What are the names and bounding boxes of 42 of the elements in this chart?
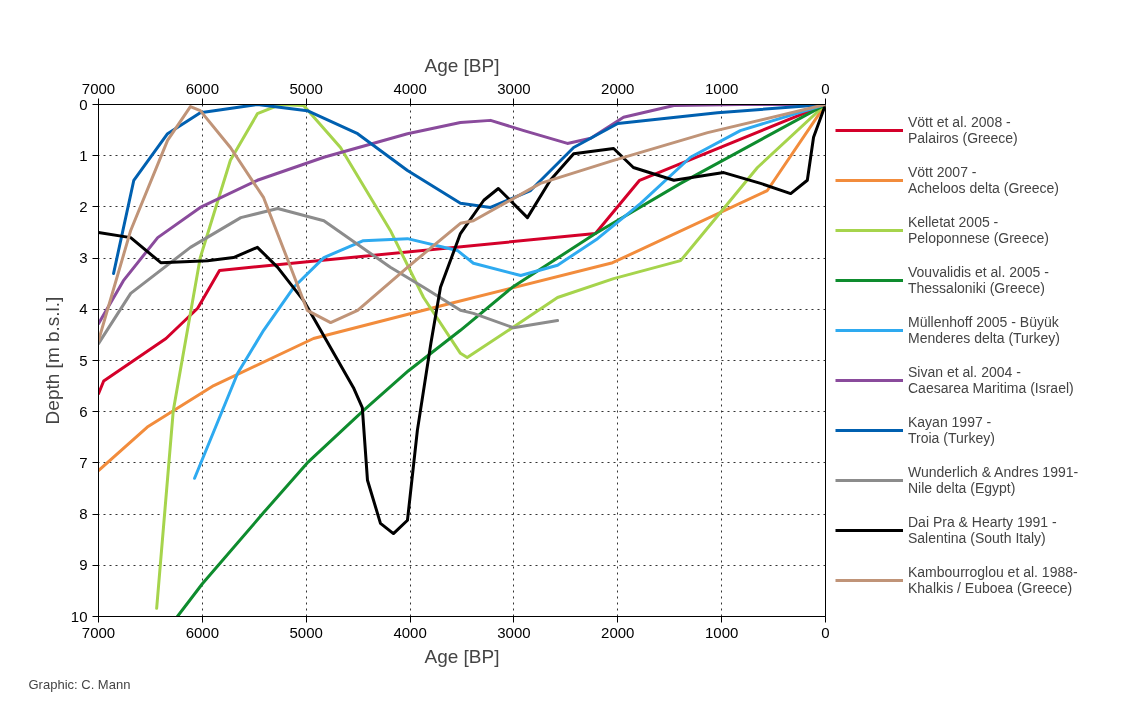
x-tick-label: 7000 bbox=[81, 623, 116, 641]
y-tick-label: 5 bbox=[79, 351, 88, 369]
y-tick-label: 0 bbox=[79, 95, 88, 113]
y-tick-label: 10 bbox=[70, 607, 88, 625]
x2-tick-label: 6000 bbox=[185, 79, 220, 97]
x-axis-title: Age [BP] bbox=[424, 645, 500, 667]
legend-label: Kelletat 2005 - Peloponnese (Greece) bbox=[908, 213, 1049, 249]
y-tick-label: 4 bbox=[79, 300, 88, 318]
y-tick-label: 9 bbox=[79, 556, 88, 574]
y-tick-label: 7 bbox=[79, 453, 88, 471]
x-tick-label: 2000 bbox=[601, 623, 635, 641]
y-tick-label: 8 bbox=[79, 505, 88, 523]
x-tick-label: 0 bbox=[821, 623, 830, 641]
x2-tick-label: 0 bbox=[821, 79, 830, 97]
x-tick-label: 6000 bbox=[185, 623, 220, 641]
legend-label: Dai Pra & Hearty 1991 - Salentina (South Italy) bbox=[908, 513, 1057, 549]
x2-tick-label: 1000 bbox=[704, 79, 739, 97]
x2-tick-label: 3000 bbox=[497, 79, 531, 97]
x2-tick-label: 2000 bbox=[601, 79, 635, 97]
x-tick-label: 4000 bbox=[393, 623, 427, 641]
legend-label: Wunderlich & Andres 1991- Nile delta (Egypt) bbox=[908, 463, 1079, 499]
legend-label: Kambourroglou et al. 1988- Khalkis / Euboea (Greece) bbox=[908, 563, 1078, 599]
legend-label: Müllenhoff 2005 - Büyük Menderes delta (Turkey) bbox=[908, 313, 1060, 349]
y-tick-label: 3 bbox=[79, 249, 88, 267]
x-tick-label: 3000 bbox=[497, 623, 531, 641]
x2-tick-label: 7000 bbox=[81, 79, 116, 97]
legend-label: Vött et al. 2008 - Palairos (Greece) bbox=[908, 113, 1018, 149]
y-tick-label: 1 bbox=[79, 146, 88, 164]
text: Graphic: C. Mann bbox=[28, 676, 131, 692]
x-tick-label: 5000 bbox=[289, 623, 323, 641]
line-series bbox=[98, 206, 560, 346]
y-tick-label: 6 bbox=[79, 402, 88, 420]
y-axis-title: Depth [m b.s.l.] bbox=[41, 296, 63, 425]
legend-label: Kayan 1997 - Troia (Turkey) bbox=[908, 413, 995, 449]
y-tick-label: 2 bbox=[79, 197, 88, 215]
x2-axis-title: Age [BP] bbox=[424, 54, 500, 76]
x2-tick-label: 5000 bbox=[289, 79, 323, 97]
x2-tick-label: 4000 bbox=[393, 79, 427, 97]
legend-label: Vouvalidis et al. 2005 - Thessaloniki (Greece) bbox=[908, 263, 1049, 299]
x-tick-label: 1000 bbox=[704, 623, 739, 641]
legend-label: Vött 2007 - Acheloos delta (Greece) bbox=[908, 163, 1059, 199]
legend-label: Sivan et al. 2004 - Caesarea Maritima (Israel) bbox=[908, 363, 1074, 399]
